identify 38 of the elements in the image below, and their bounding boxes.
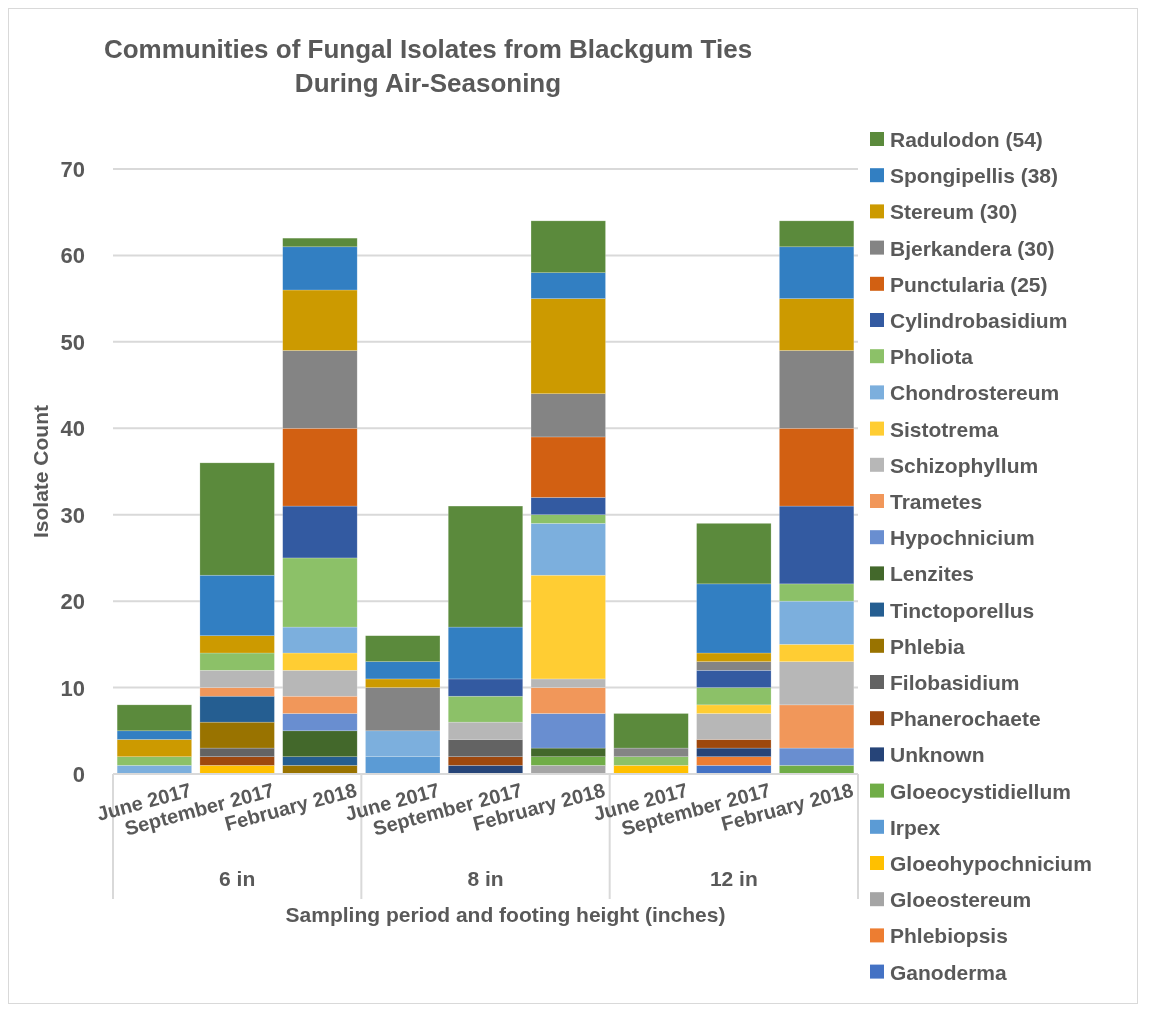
text: 8 in (467, 867, 504, 890)
y-tick-label: 60 (60, 243, 85, 269)
y-tick-label: 10 (60, 675, 85, 701)
text: 6 in (219, 867, 256, 890)
legend-label: Cylindrobasidium (890, 309, 1068, 332)
legend-label: Phlebiopsis (890, 924, 1008, 948)
legend-label: Pholiota (890, 345, 974, 369)
x-axis-title: Sampling period and footing height (inches) (285, 903, 726, 926)
legend-label: Stereum (30) (890, 200, 1018, 224)
legend-label: Lenzites (890, 562, 975, 586)
chart-title: Communities of Fungal Isolates from Blackgum Ties During Air-Seasoning (103, 34, 753, 98)
legend-label: Gloeostereum (890, 888, 1032, 912)
legend-label: Trametes (890, 490, 983, 513)
legend-label: Tinctoporellus (890, 598, 1035, 622)
legend-label: Sistotrema (890, 417, 999, 441)
legend-label: Hypochnicium (890, 526, 1035, 550)
y-tick-label: 70 (60, 157, 85, 182)
legend-label: Bjerkandera (30) (890, 236, 1055, 260)
y-tick-label: 50 (60, 329, 85, 355)
text: 12 in (709, 867, 758, 890)
legend-label: Unknown (890, 743, 985, 767)
legend-label: Phanerochaete (890, 707, 1041, 731)
legend-label: Radulodon (54) (890, 128, 1043, 151)
y-tick-label: 40 (60, 416, 85, 442)
legend-label: Punctularia (25) (890, 272, 1048, 296)
y-tick-label: 0 (72, 762, 85, 787)
legend-label: Irpex (890, 815, 941, 839)
legend-label: Gloeocystidiellum (890, 779, 1071, 803)
legend-label: Chondrostereum (890, 381, 1060, 405)
y-tick-label: 20 (60, 589, 85, 615)
legend-label: Spongipellis (38) (890, 164, 1059, 188)
legend-label: Filobasidium (890, 671, 1020, 694)
y-axis-title: Isolate Count (29, 404, 52, 539)
y-tick-label: 30 (60, 502, 85, 528)
legend-label: Ganoderma (890, 960, 1008, 984)
legend-label: Gloeohypochnicium (890, 852, 1092, 875)
legend-label: Schizophyllum (890, 453, 1039, 477)
legend-label: Phlebia (890, 634, 966, 658)
